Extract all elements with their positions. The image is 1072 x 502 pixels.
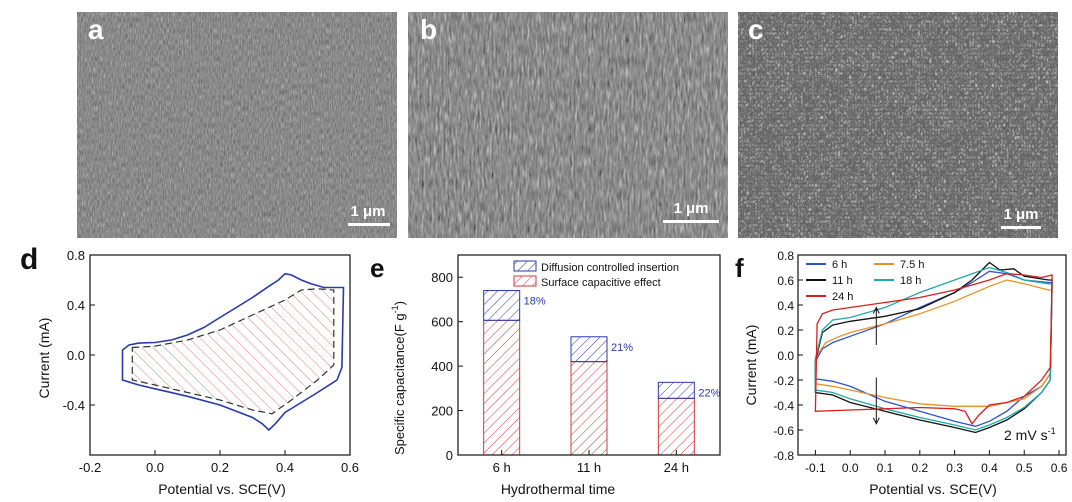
chart-f: -0.1 0.0 0.1 0.2 0.3 0.4 0.5 0.6 -0.8 -0.6 -0.4 -0.…	[743, 249, 1068, 497]
f-annotation: 2 mV s-1	[1004, 426, 1056, 443]
sem-image-b	[408, 12, 728, 238]
f-ylabel: Current (mA)	[743, 325, 759, 406]
chart-d: -0.2 0.0 0.2 0.4 0.6 -0.4 0.0 0.4 0.8 Potential …	[36, 248, 359, 497]
f-ytick-label: 0.8	[777, 249, 794, 263]
d-xtick-label: 0.6	[341, 460, 359, 475]
d-xlabel: Potential vs. SCE(V)	[158, 481, 286, 497]
f-xtick-label: 0.1	[877, 461, 894, 475]
f-xtick-label: 0.4	[981, 461, 998, 475]
e-bar-diffusion	[570, 336, 608, 363]
f-legend-label: 6 h	[832, 259, 847, 271]
d-xtick-label: 0.4	[276, 460, 294, 475]
e-xtick-label: 24 h	[664, 460, 689, 475]
e-legend-label: Diffusion controlled insertion	[541, 262, 679, 274]
e-legend-label: Surface capacitive effect	[541, 277, 661, 289]
e-bar-surface	[570, 361, 608, 456]
e-bar-diffusion	[483, 290, 521, 321]
d-ytick-label: 0.0	[67, 348, 85, 363]
e-ytick-label: 200	[431, 404, 453, 419]
e-ylabel-end: )	[392, 301, 407, 305]
e-bar-diffusion	[657, 381, 695, 399]
scale-bar-b	[663, 220, 719, 223]
f-xtick-label: 0.2	[911, 461, 928, 475]
f-xtick-label: 0.5	[1016, 461, 1033, 475]
f-xlabel: Potential vs. SCE(V)	[869, 481, 997, 497]
f-annotation-main: 2 mV s	[1004, 427, 1048, 443]
e-ylabel-main: Specific capacitance(F g	[392, 313, 407, 455]
e-ylabel-sup: -1	[390, 305, 400, 313]
scale-bar-label-c: 1 μm	[1003, 206, 1039, 223]
e-frame	[457, 254, 721, 456]
e-xtick-label: 11 h	[577, 460, 601, 475]
f-curve	[814, 273, 1053, 425]
f-xtick-label: 0.6	[1051, 461, 1068, 475]
e-ytick-label: 400	[431, 359, 453, 374]
d-xtick-label: 0.2	[211, 460, 229, 475]
d-curve-dashed	[131, 288, 335, 415]
d-ylabel: Current (mA)	[36, 318, 52, 399]
e-legend-swatch	[513, 275, 537, 287]
f-ytick-label: 0.2	[777, 324, 794, 338]
e-ylabel: Specific capacitance(F g-1)	[390, 301, 407, 455]
scale-bar-a	[348, 223, 390, 226]
sem-image-a	[77, 12, 397, 238]
panel-label-d: d	[20, 243, 39, 276]
panel-label-e: e	[370, 253, 385, 283]
d-ytick-label: 0.4	[67, 298, 85, 313]
e-xlabel: Hydrothermal time	[501, 481, 616, 497]
f-legend-label: 11 h	[832, 275, 853, 287]
sem-image-c	[738, 12, 1058, 238]
e-ytick-label: 600	[431, 315, 453, 330]
panel-label-c: c	[748, 14, 764, 45]
f-xtick-label: 0.3	[946, 461, 963, 475]
d-xtick-label: 0.0	[146, 460, 164, 475]
e-xtick-label: 6 h	[493, 460, 511, 475]
f-ytick-label: -0.2	[773, 374, 794, 388]
f-legend-label: 7.5 h	[900, 259, 924, 271]
scale-bar-label-b: 1 μm	[673, 200, 709, 217]
d-curve-solid	[121, 272, 345, 432]
scale-bar-label-a: 1 μm	[350, 203, 386, 220]
panel-label-f: f	[735, 253, 744, 283]
e-bar-surface	[483, 319, 521, 456]
d-ytick-label: 0.8	[67, 248, 85, 263]
d-ytick-label: -0.4	[63, 398, 85, 413]
scale-bar-c	[1001, 226, 1041, 229]
f-ytick-label: -0.8	[773, 449, 794, 463]
f-ytick-label: 0.4	[777, 299, 794, 313]
e-ytick-label: 800	[431, 270, 453, 285]
f-ytick-label: 0.0	[777, 349, 794, 363]
f-annotation-sup: -1	[1048, 426, 1056, 436]
f-arrowhead-down	[872, 417, 880, 425]
e-percent-label: 18%	[524, 296, 546, 308]
f-arrowhead-up	[872, 306, 880, 314]
e-legend-swatch	[513, 260, 537, 272]
f-xtick-label: -0.1	[805, 461, 826, 475]
f-xtick-label: 0.0	[842, 461, 859, 475]
e-ytick-label: 0	[446, 448, 453, 463]
e-bar-surface	[657, 397, 695, 456]
e-percent-label: 21%	[611, 342, 633, 354]
d-hatch-fill	[132, 288, 334, 414]
d-xtick-label: -0.2	[79, 460, 101, 475]
chart-e: 18% 6 h 21% 11 h 22% 24 h 0 200 400 600 800 Diffusi…	[390, 254, 721, 497]
f-legend-label: 24 h	[832, 291, 853, 303]
panel-label-b: b	[420, 14, 438, 45]
e-percent-label: 22%	[698, 387, 720, 399]
f-ytick-label: 0.6	[777, 274, 794, 288]
f-ytick-label: -0.6	[773, 424, 794, 438]
f-ytick-label: -0.4	[773, 399, 794, 413]
panel-label-a: a	[88, 14, 104, 45]
f-legend-label: 18 h	[900, 275, 921, 287]
